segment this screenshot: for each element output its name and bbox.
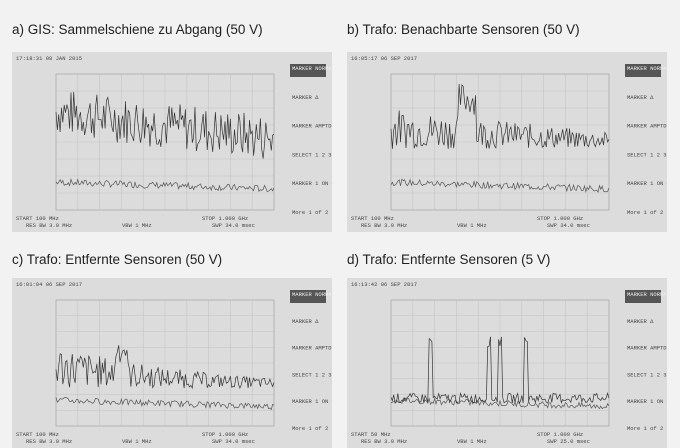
softkey: SELECT 1 2 3 4 bbox=[627, 151, 667, 158]
screen-vbw: VBW 1 MHz bbox=[122, 438, 152, 445]
panel-title: d) Trafo: Entfernte Sensoren (5 V) bbox=[347, 252, 550, 267]
screen-rbw: RES BW 3.0 MHz bbox=[361, 222, 407, 229]
softkey: MARKER AMPTD bbox=[292, 123, 332, 130]
screen-rbw: RES BW 3.0 MHz bbox=[361, 438, 407, 445]
softkey: More 1 of 2 bbox=[292, 425, 328, 432]
softkey: More 1 of 2 bbox=[627, 425, 663, 432]
softkey: MARKER NORMAL bbox=[627, 291, 667, 298]
softkey: MARKER NORMAL bbox=[292, 65, 332, 72]
screen-start: START 100 MHz bbox=[16, 431, 59, 438]
softkey: MARKER NORMAL bbox=[627, 65, 667, 72]
screen-time: 16:05:17 06 SEP 2017 bbox=[351, 55, 417, 62]
softkey: MARKER AMPTD bbox=[627, 123, 667, 130]
softkey: SELECT 1 2 3 4 bbox=[292, 371, 332, 378]
screen-vbw: VBW 1 MHz bbox=[457, 438, 487, 445]
softkey: SELECT 1 2 3 4 bbox=[292, 151, 332, 158]
softkey: MARKER Δ bbox=[292, 318, 319, 325]
screen-rbw: RES BW 3.0 MHz bbox=[26, 438, 72, 445]
screen-time: 16:13:42 06 SEP 2017 bbox=[351, 281, 417, 288]
softkey: More 1 of 2 bbox=[627, 209, 663, 216]
screen-swp: SWP 34.0 msec bbox=[212, 438, 255, 445]
screen-time: 16:01:04 06 SEP 2017 bbox=[16, 281, 82, 288]
softkey: MARKER AMPTD bbox=[627, 345, 667, 352]
softkey: MARKER AMPTD bbox=[292, 345, 332, 352]
softkey: MARKER 1 ON OFF bbox=[627, 180, 667, 187]
panel-title: b) Trafo: Benachbarte Sensoren (50 V) bbox=[347, 22, 580, 37]
softkey: SELECT 1 2 3 4 bbox=[627, 371, 667, 378]
softkey: MARKER Δ bbox=[627, 94, 654, 101]
screen-start: START 100 MHz bbox=[16, 215, 59, 222]
screen-swp: SWP 34.0 msec bbox=[212, 222, 255, 229]
screen-stop: STOP 1.000 GHz bbox=[537, 215, 583, 222]
screen-vbw: VBW 1 MHz bbox=[457, 222, 487, 229]
screen-stop: STOP 1.000 GHz bbox=[202, 215, 248, 222]
screen-start: START 100 MHz bbox=[351, 215, 394, 222]
softkey: MARKER 1 ON OFF bbox=[292, 180, 332, 187]
screen-start: START 50 MHz bbox=[351, 431, 391, 438]
softkey: MARKER NORMAL bbox=[292, 291, 332, 298]
panel-title: a) GIS: Sammelschiene zu Abgang (50 V) bbox=[12, 22, 263, 37]
softkey: MARKER 1 ON OFF bbox=[627, 398, 667, 405]
figure: a) GIS: Sammelschiene zu Abgang (50 V) 17… bbox=[0, 0, 680, 448]
screen-swp: SWP 34.0 msec bbox=[547, 222, 590, 229]
softkey: MARKER 1 ON OFF bbox=[292, 398, 332, 405]
panel-title: c) Trafo: Entfernte Sensoren (50 V) bbox=[12, 252, 222, 267]
screen-swp: SWP 25.0 msec bbox=[547, 438, 590, 445]
softkey: MARKER Δ bbox=[292, 94, 319, 101]
screen-vbw: VBW 1 MHz bbox=[122, 222, 152, 229]
softkey: More 1 of 2 bbox=[292, 209, 328, 216]
softkey: MARKER Δ bbox=[627, 318, 654, 325]
screen-time: 17:18:31 08 JAN 2015 bbox=[16, 55, 82, 62]
screen-stop: STOP 1.000 GHz bbox=[202, 431, 248, 438]
screen-rbw: RES BW 3.0 MHz bbox=[26, 222, 72, 229]
screen-stop: STOP 1.000 GHz bbox=[537, 431, 583, 438]
